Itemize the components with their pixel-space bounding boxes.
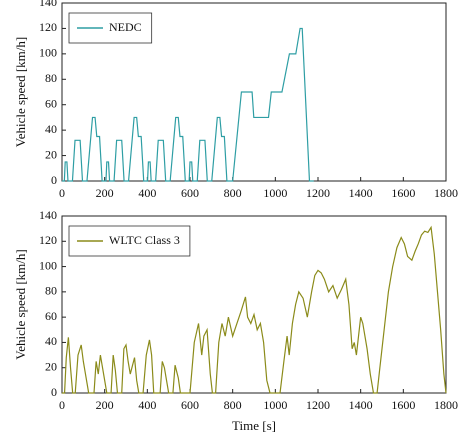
x-tick-label: 200: [96, 186, 114, 200]
x-tick-label: 0: [59, 186, 65, 200]
x-axis-label: Time [s]: [232, 418, 276, 433]
y-tick-label: 20: [45, 147, 57, 161]
speed-line: [62, 27, 314, 182]
x-tick-label: 800: [224, 186, 242, 200]
y-tick-label: 140: [39, 0, 57, 9]
y-tick-label: 60: [45, 96, 57, 110]
y-axis-label: Vehicle speed [km/h]: [13, 37, 28, 147]
x-tick-label: 1800: [434, 186, 458, 200]
y-tick-label: 100: [39, 46, 57, 60]
y-tick-label: 40: [45, 122, 57, 136]
x-tick-label: 1600: [391, 186, 415, 200]
y-tick-label: 120: [39, 233, 57, 247]
y-tick-label: 120: [39, 20, 57, 34]
x-tick-label: 400: [138, 398, 156, 412]
y-axis-label: Vehicle speed [km/h]: [13, 249, 28, 359]
y-tick-label: 0: [51, 173, 57, 187]
y-tick-label: 100: [39, 258, 57, 272]
x-tick-label: 1400: [349, 186, 373, 200]
y-tick-label: 0: [51, 385, 57, 399]
x-tick-label: 400: [138, 186, 156, 200]
y-tick-label: 40: [45, 334, 57, 348]
plot-frame: [61, 2, 447, 182]
x-tick-label: 1200: [306, 398, 330, 412]
x-tick-label: 1200: [306, 186, 330, 200]
x-tick-label: 600: [181, 398, 199, 412]
y-tick-label: 80: [45, 284, 57, 298]
y-tick-label: 140: [39, 208, 57, 222]
legend-label: WLTC Class 3: [109, 233, 180, 247]
x-tick-label: 200: [96, 398, 114, 412]
y-tick-label: 20: [45, 359, 57, 373]
x-tick-label: 1000: [263, 398, 287, 412]
y-tick-label: 80: [45, 71, 57, 85]
x-tick-label: 1000: [263, 186, 287, 200]
x-tick-label: 600: [181, 186, 199, 200]
x-tick-label: 1800: [434, 398, 458, 412]
x-tick-label: 1600: [391, 398, 415, 412]
plot-frame: [61, 215, 447, 394]
y-tick-label: 60: [45, 309, 57, 323]
x-tick-label: 0: [59, 398, 65, 412]
speed-line: [62, 225, 447, 394]
x-tick-label: 1400: [349, 398, 373, 412]
x-tick-label: 800: [224, 398, 242, 412]
legend-label: NEDC: [109, 20, 142, 34]
